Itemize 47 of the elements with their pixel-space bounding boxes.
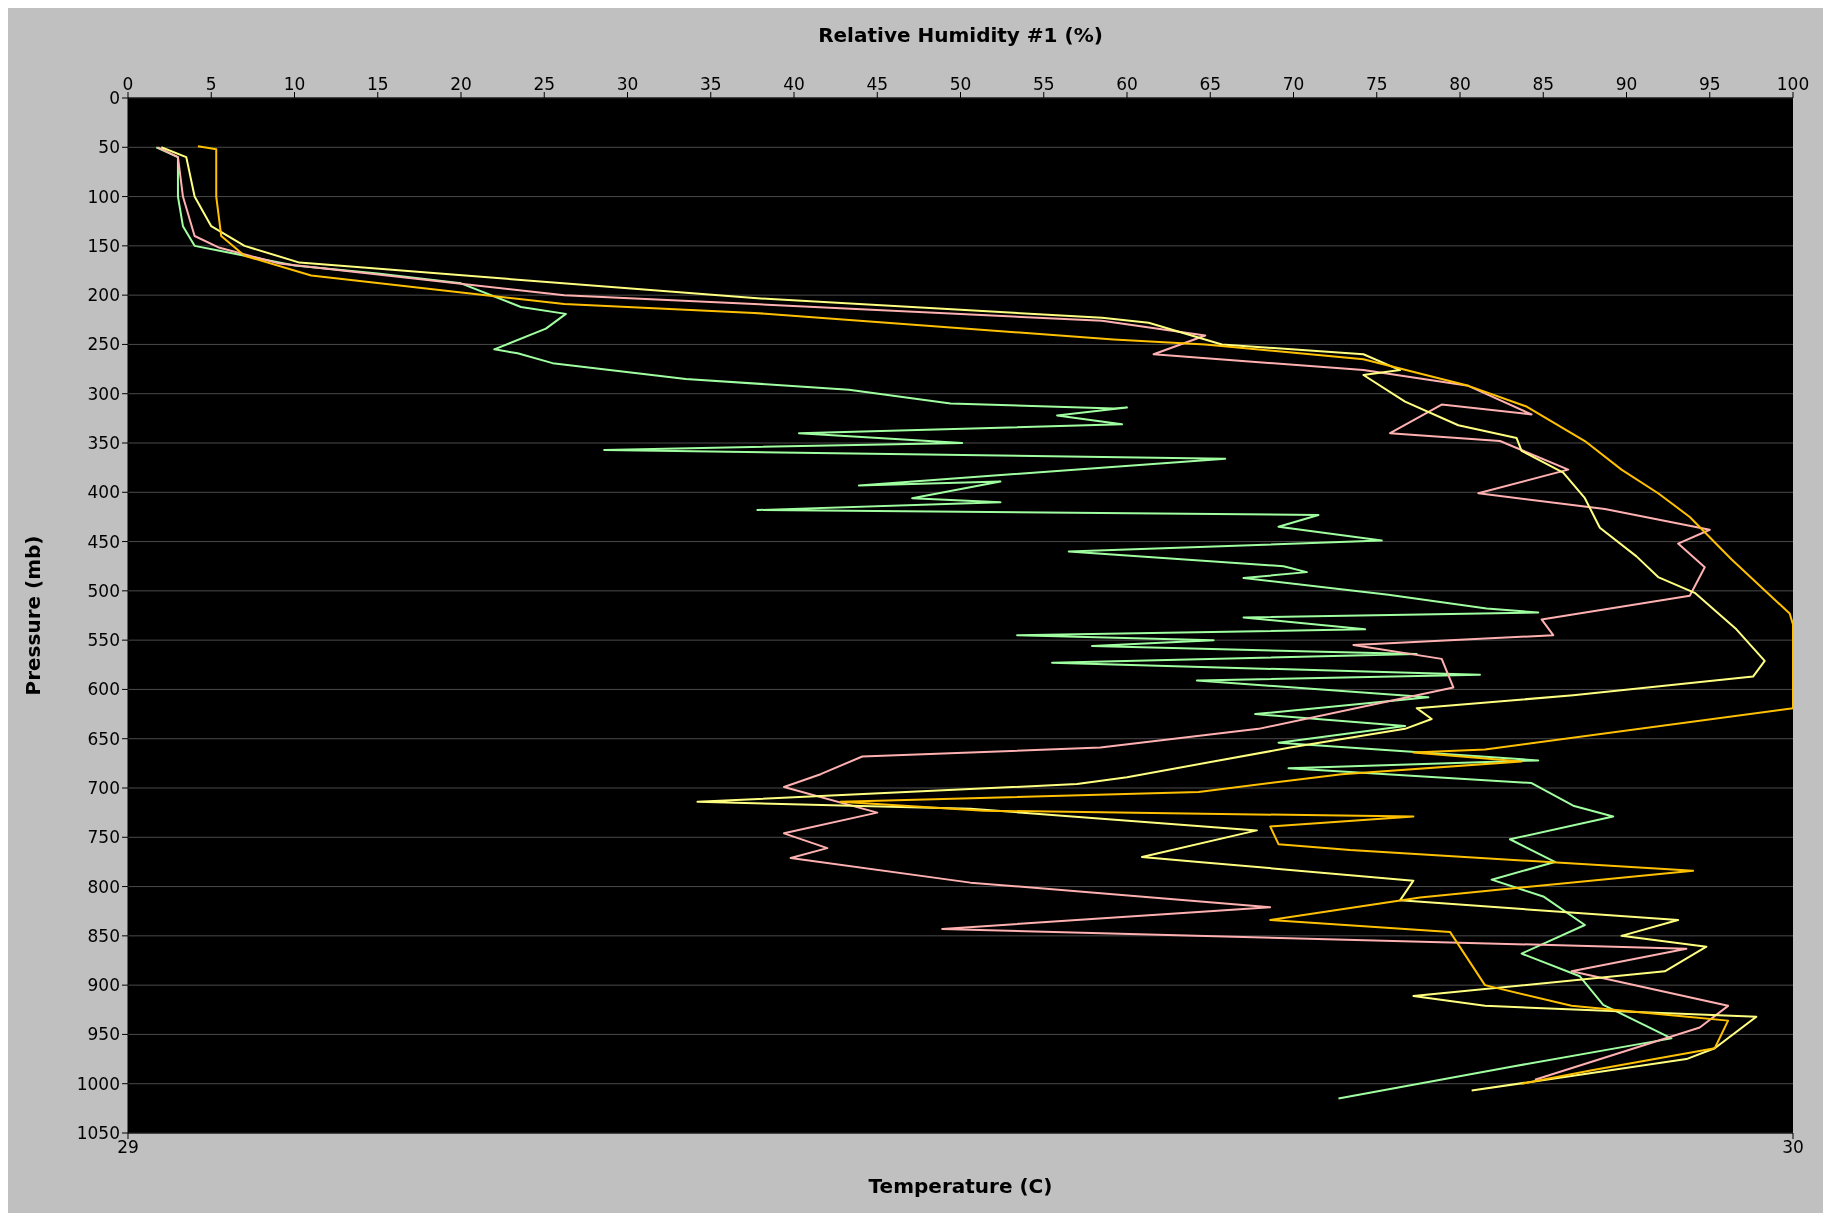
y-tick-label: 1050 xyxy=(76,1123,120,1144)
y-tick-label: 350 xyxy=(87,433,120,454)
x2-tick-label: 75 xyxy=(1365,74,1388,94)
x2-tick-label: 95 xyxy=(1698,74,1721,94)
y-tick-label: 200 xyxy=(87,285,120,306)
y-tick-label: 400 xyxy=(87,482,120,503)
y-tick-label: 300 xyxy=(87,383,120,404)
y-tick-label: 650 xyxy=(87,728,120,749)
y-tick-label: 800 xyxy=(87,876,120,897)
x2-tick-label: 50 xyxy=(949,74,972,94)
x2-tick-label: 45 xyxy=(866,74,889,94)
y-tick-label: 150 xyxy=(87,235,120,256)
x2-axis-title: Relative Humidity #1 (%) xyxy=(818,23,1103,48)
x2-tick-label: 55 xyxy=(1032,74,1055,94)
y-tick-label: 750 xyxy=(87,827,120,848)
y-tick-label: 700 xyxy=(87,778,120,799)
x-axis-title: Temperature (C) xyxy=(868,1174,1053,1198)
x2-tick-label: 30 xyxy=(616,74,639,94)
y-tick-label: 950 xyxy=(87,1024,120,1045)
x2-tick-label: 90 xyxy=(1615,74,1638,94)
x2-tick-label: 85 xyxy=(1532,74,1555,94)
y-tick-label: 500 xyxy=(87,580,120,601)
y-tick-label: 1000 xyxy=(76,1073,120,1094)
y-axis-title: Pressure (mb) xyxy=(21,535,46,696)
x2-tick-label: 40 xyxy=(783,74,805,94)
y-tick-label: 850 xyxy=(87,925,120,946)
y-tick-label: 100 xyxy=(87,186,120,207)
x2-tick-label: 0 xyxy=(122,74,134,94)
x2-tick-label: 80 xyxy=(1449,74,1471,94)
x2-tick-label: 15 xyxy=(366,74,389,94)
y-tick-label: 250 xyxy=(87,334,120,355)
x2-tick-label: 100 xyxy=(1776,74,1810,94)
x-tick-label: 29 xyxy=(117,1137,139,1158)
y-tick-label: 0 xyxy=(109,88,120,109)
y-tick-label: 450 xyxy=(87,531,120,552)
x2-tick-label: 35 xyxy=(699,74,722,94)
y-tick-label: 900 xyxy=(87,975,120,996)
x2-tick-label: 65 xyxy=(1199,74,1222,94)
x2-tick-label: 25 xyxy=(533,74,556,94)
x2-tick-label: 5 xyxy=(205,74,217,94)
y-tick-label: 550 xyxy=(87,630,120,651)
x2-tick-label: 20 xyxy=(450,74,472,94)
y-tick-label: 50 xyxy=(98,137,120,158)
x2-tick-label: 10 xyxy=(283,74,306,94)
x2-tick-label: 70 xyxy=(1282,74,1305,94)
y-tick-label: 600 xyxy=(87,679,120,700)
x2-tick-label: 60 xyxy=(1116,74,1138,94)
